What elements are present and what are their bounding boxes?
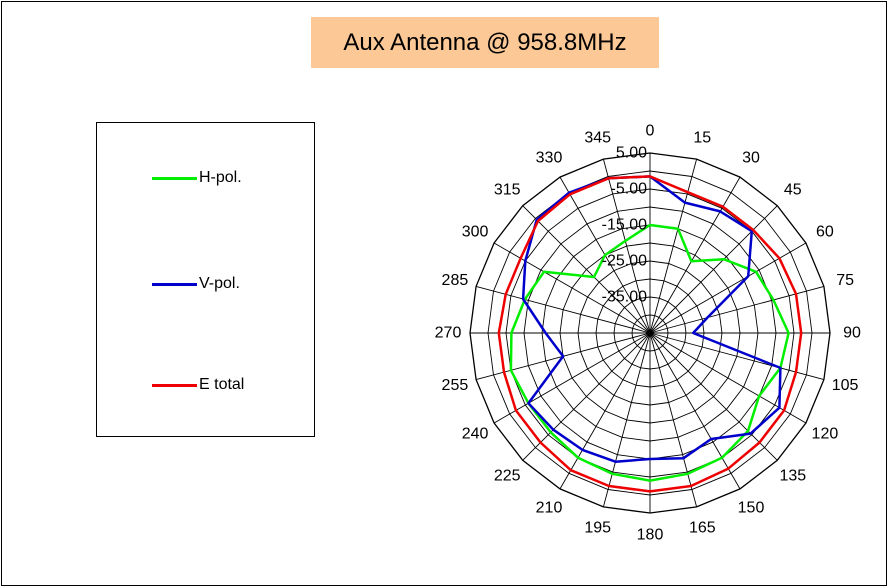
angle-tick-label: 270 [435, 325, 462, 342]
legend-label-v-pol: V-pol. [199, 275, 240, 292]
radial-tick-label: -25.00 [602, 253, 647, 270]
angle-tick-label: 60 [816, 224, 834, 241]
radial-tick-label: -15.00 [602, 217, 647, 234]
polar-spoke [649, 205, 778, 334]
angle-tick-label: 300 [462, 224, 489, 241]
legend-label-h-pol: H-pol. [199, 169, 242, 186]
polar-spoke [522, 332, 651, 461]
radial-tick-label: -5.00 [611, 181, 648, 198]
axis-labels: 0 15 30 45 60 75 90 105 120 135 150 165 180 195 210 225… [435, 123, 861, 544]
angle-tick-label: 195 [584, 520, 611, 537]
series-line-e-total [497, 175, 803, 493]
polar-spoke [522, 205, 651, 334]
angle-tick-label: 105 [832, 377, 859, 394]
angle-tick-label: 90 [843, 325, 861, 342]
series-line-h-pol [509, 223, 790, 482]
angle-tick-label: 0 [646, 123, 655, 140]
legend-item-e-total: E total [152, 375, 244, 395]
chart-title: Aux Antenna @ 958.8MHz [311, 17, 659, 68]
angle-tick-label: 165 [689, 520, 716, 537]
polar-spoke [602, 332, 651, 508]
angle-tick-label: 45 [784, 182, 802, 199]
angle-tick-label: 210 [536, 499, 563, 516]
angle-tick-label: 180 [637, 527, 664, 544]
angle-tick-label: 255 [442, 377, 469, 394]
angle-tick-label: 150 [738, 499, 765, 516]
angle-tick-label: 345 [584, 129, 611, 146]
polar-spoke [649, 332, 778, 461]
legend-swatch-e-total [152, 383, 197, 387]
legend-swatch-v-pol [152, 282, 197, 286]
legend-item-h-pol: H-pol. [152, 168, 242, 188]
angle-tick-label: 135 [779, 467, 806, 484]
polar-spoke [559, 332, 651, 490]
angle-tick-label: 30 [742, 150, 760, 167]
legend-item-v-pol: V-pol. [152, 274, 240, 294]
angle-tick-label: 285 [442, 272, 469, 289]
polar-spoke [649, 158, 698, 334]
radial-tick-label: -35.00 [602, 289, 647, 306]
polar-spoke [649, 176, 741, 334]
angle-tick-label: 240 [462, 426, 489, 443]
polar-spoke [493, 332, 651, 424]
series-line-v-pol [521, 175, 782, 463]
legend: H-pol. V-pol. E total [96, 122, 315, 437]
angle-tick-label: 120 [812, 426, 839, 443]
polar-spoke [649, 332, 698, 508]
angle-tick-label: 315 [494, 182, 521, 199]
polar-spoke [602, 158, 651, 334]
angle-tick-label: 225 [494, 467, 521, 484]
angle-tick-label: 15 [693, 129, 711, 146]
angle-tick-label: 75 [836, 272, 854, 289]
series-layer [497, 175, 803, 493]
legend-label-e-total: E total [199, 376, 245, 393]
radial-tick-label: 5.00 [616, 145, 647, 162]
angle-tick-label: 330 [536, 150, 563, 167]
polar-spoke [649, 332, 741, 490]
legend-swatch-h-pol [152, 176, 197, 180]
